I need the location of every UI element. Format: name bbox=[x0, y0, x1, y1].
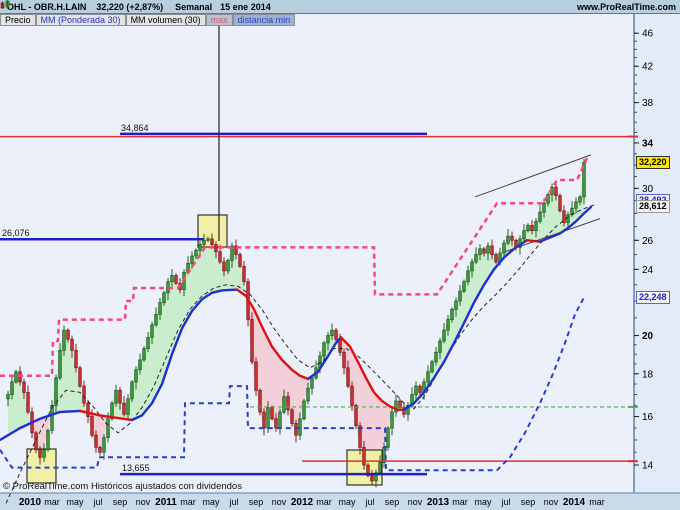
x-month-label: nov bbox=[272, 497, 287, 507]
x-year-label: 2014 bbox=[563, 497, 586, 508]
x-month-label: jul bbox=[92, 497, 102, 507]
x-month-label: sep bbox=[113, 497, 128, 507]
x-month-label: may bbox=[202, 497, 220, 507]
x-month-label: mar bbox=[180, 497, 196, 507]
axis-price-label-22-248: 22,248 bbox=[636, 291, 670, 304]
y-tick-label: 38 bbox=[642, 98, 654, 109]
x-month-label: sep bbox=[521, 497, 536, 507]
price-level-label: 34,864 bbox=[121, 122, 149, 133]
y-tick-label: 20 bbox=[642, 331, 654, 342]
y-tick-label: 18 bbox=[642, 369, 654, 380]
x-month-label: nov bbox=[408, 497, 423, 507]
last-bar-date: 15 ene 2014 bbox=[220, 1, 271, 12]
x-year-label: 2012 bbox=[291, 497, 314, 508]
price-level-label: 26,076 bbox=[2, 228, 30, 239]
last-price-change: 32,220 (+2,87%) bbox=[96, 1, 164, 12]
x-month-label: may bbox=[66, 497, 84, 507]
x-month-label: mar bbox=[589, 497, 605, 507]
site-url: www.ProRealTime.com bbox=[576, 1, 676, 12]
x-month-label: mar bbox=[44, 497, 60, 507]
y-tick-label: 42 bbox=[642, 62, 654, 73]
price-level-label: 13,655 bbox=[122, 463, 150, 474]
x-year-label: 2013 bbox=[427, 497, 450, 508]
x-year-label: 2011 bbox=[155, 497, 177, 508]
y-tick-label: 26 bbox=[642, 236, 654, 247]
copyright-note: © ProRealTime.com Históricos ajustados c… bbox=[3, 481, 242, 492]
legend-item-distancia-min[interactable]: distancia min bbox=[232, 14, 296, 26]
axis-price-label-32-220: 32,220 bbox=[636, 156, 670, 169]
x-month-label: nov bbox=[136, 497, 151, 507]
y-tick-label: 30 bbox=[642, 184, 654, 195]
indicator-legend: Precio MM (Ponderada 30) MM volumen (30) ma… bbox=[0, 14, 296, 26]
x-month-label: may bbox=[474, 497, 492, 507]
x-month-label: nov bbox=[544, 497, 559, 507]
title-bar: OHL - OBR.H.LAIN 32,220 (+2,87%) Semanal… bbox=[0, 0, 680, 14]
x-month-label: sep bbox=[249, 497, 264, 507]
axis-price-label-28-612: 28,612 bbox=[636, 200, 670, 213]
x-month-label: jul bbox=[228, 497, 238, 507]
y-tick-label: 14 bbox=[642, 461, 654, 472]
x-month-label: mar bbox=[316, 497, 332, 507]
legend-item-max[interactable]: max bbox=[205, 14, 233, 26]
x-month-label: mar bbox=[452, 497, 468, 507]
x-month-label: may bbox=[338, 497, 356, 507]
y-tick-label: 34 bbox=[642, 138, 654, 149]
legend-item-mm-ponderada-30[interactable]: MM (Ponderada 30) bbox=[35, 14, 126, 26]
x-month-label: jul bbox=[500, 497, 510, 507]
legend-item-precio[interactable]: Precio bbox=[0, 14, 36, 26]
y-tick-label: 16 bbox=[642, 412, 654, 423]
symbol-name: OHL - OBR.H.LAIN bbox=[7, 1, 87, 12]
x-month-label: sep bbox=[385, 497, 400, 507]
y-tick-label: 46 bbox=[642, 29, 654, 40]
x-year-label: 2010 bbox=[19, 497, 42, 508]
timeframe-label: Semanal bbox=[175, 1, 213, 12]
y-tick-label: 24 bbox=[642, 265, 654, 276]
legend-item-mm-volumen-30[interactable]: MM volumen (30) bbox=[125, 14, 206, 26]
x-month-label: jul bbox=[364, 497, 374, 507]
